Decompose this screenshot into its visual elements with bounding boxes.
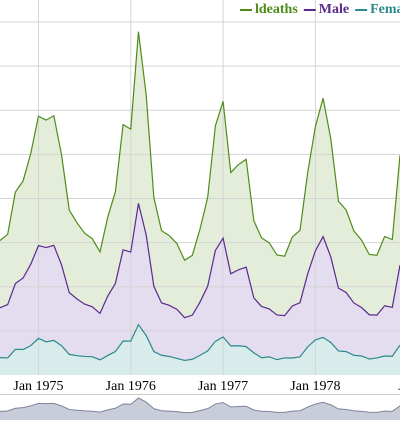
legend: ldeaths Male Fema: [240, 2, 400, 17]
series-line: [0, 323, 400, 362]
x-tick-label: Jan 1977: [198, 379, 248, 394]
lines: [0, 31, 400, 362]
legend-label: Male: [319, 2, 349, 17]
x-axis: Jan 1975 Jan 1976 Jan 1977 Jan 1978 Jan: [13, 379, 400, 394]
area-fill: [0, 31, 400, 318]
area-fill: [0, 324, 400, 375]
range-line: [0, 397, 400, 414]
series-line: [0, 203, 400, 319]
legend-label: ldeaths: [255, 2, 298, 17]
range-selector: [0, 394, 400, 420]
x-tick-label: Jan 1978: [290, 379, 340, 394]
grid: [0, 0, 400, 375]
x-tick-label: Jan 1976: [106, 379, 156, 394]
range-fill: [0, 398, 400, 420]
fills: [0, 31, 400, 375]
legend-label: Fema: [370, 2, 400, 17]
area-fill: [0, 203, 400, 361]
x-tick-label: Jan: [398, 379, 400, 394]
x-tick-label: Jan 1975: [13, 379, 63, 394]
series-line: [0, 31, 400, 262]
